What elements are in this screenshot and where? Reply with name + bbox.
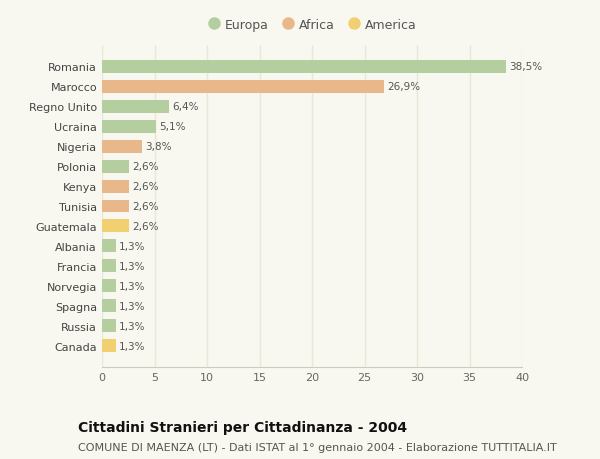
Text: 1,3%: 1,3%: [119, 341, 145, 351]
Text: Cittadini Stranieri per Cittadinanza - 2004: Cittadini Stranieri per Cittadinanza - 2…: [78, 420, 407, 434]
Text: 2,6%: 2,6%: [133, 222, 159, 231]
Text: 26,9%: 26,9%: [388, 82, 421, 92]
Bar: [102, 160, 130, 173]
Bar: [102, 180, 130, 193]
Text: 1,3%: 1,3%: [119, 321, 145, 331]
Text: 1,3%: 1,3%: [119, 261, 145, 271]
Bar: [102, 260, 116, 273]
Bar: [102, 220, 130, 233]
Bar: [102, 280, 116, 293]
Bar: [102, 340, 116, 353]
Text: 38,5%: 38,5%: [509, 62, 542, 72]
Text: 1,3%: 1,3%: [119, 281, 145, 291]
Text: 5,1%: 5,1%: [159, 122, 185, 132]
Text: 2,6%: 2,6%: [133, 182, 159, 191]
Bar: [102, 240, 116, 253]
Text: 2,6%: 2,6%: [133, 162, 159, 172]
Text: 2,6%: 2,6%: [133, 202, 159, 212]
Legend: Europa, Africa, America: Europa, Africa, America: [203, 14, 421, 37]
Bar: [102, 140, 142, 153]
Text: 1,3%: 1,3%: [119, 301, 145, 311]
Bar: [102, 61, 506, 73]
Text: 1,3%: 1,3%: [119, 241, 145, 252]
Text: COMUNE DI MAENZA (LT) - Dati ISTAT al 1° gennaio 2004 - Elaborazione TUTTITALIA.: COMUNE DI MAENZA (LT) - Dati ISTAT al 1°…: [78, 442, 557, 452]
Bar: [102, 80, 385, 93]
Text: 6,4%: 6,4%: [172, 102, 199, 112]
Text: 3,8%: 3,8%: [145, 142, 172, 152]
Bar: [102, 320, 116, 333]
Bar: [102, 120, 155, 133]
Bar: [102, 101, 169, 113]
Bar: [102, 300, 116, 313]
Bar: [102, 200, 130, 213]
